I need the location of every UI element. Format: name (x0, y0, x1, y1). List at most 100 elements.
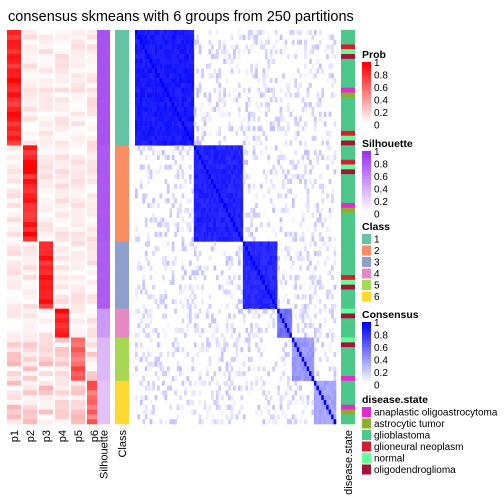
consensus-cell (210, 198, 214, 204)
prob-cell (7, 30, 21, 36)
consensus-cell (255, 63, 258, 69)
consensus-legend-tick: 0.2 (374, 368, 388, 379)
consensus-cell (311, 371, 315, 377)
consensus-cell (274, 116, 278, 122)
consensus-cell (286, 102, 290, 108)
prob-cell (87, 78, 101, 84)
consensus-cell (220, 150, 224, 156)
silhouette-cell (97, 87, 110, 93)
consensus-cell (291, 371, 295, 377)
consensus-cell (186, 207, 190, 213)
consensus-cell (142, 351, 146, 358)
consensus-cell (157, 97, 160, 103)
consensus-cell (147, 39, 151, 45)
consensus-cell (313, 385, 317, 391)
consensus-cell (306, 375, 310, 382)
consensus-cell (233, 399, 236, 406)
consensus-cell (223, 347, 226, 353)
consensus-cell (237, 251, 241, 257)
consensus-cell (154, 102, 158, 108)
class-cell (115, 217, 129, 223)
consensus-cell (215, 150, 219, 156)
prob-cell (55, 87, 69, 93)
consensus-cell (242, 270, 246, 276)
disease-legend-swatch (362, 430, 371, 440)
consensus-cell (210, 390, 214, 396)
consensus-cell (196, 323, 200, 329)
consensus-cell (289, 409, 293, 415)
consensus-cell (309, 299, 312, 305)
consensus-cell (179, 116, 182, 122)
disease-state-cell (341, 289, 355, 295)
consensus-cell (257, 106, 261, 112)
consensus-cell (181, 111, 185, 117)
consensus-cell (193, 294, 197, 300)
consensus-cell (328, 380, 332, 386)
prob-cell (55, 332, 69, 338)
consensus-cell (267, 39, 271, 45)
class-cell (115, 332, 129, 338)
consensus-cell (218, 356, 222, 362)
consensus-cell (301, 318, 305, 324)
consensus-cell (201, 150, 204, 156)
consensus-cell (328, 159, 332, 165)
consensus-cell (213, 241, 217, 247)
consensus-cell (267, 154, 271, 161)
consensus-cell (316, 58, 320, 64)
consensus-cell (309, 178, 312, 185)
consensus-cell (193, 106, 197, 112)
consensus-cell (323, 414, 327, 420)
consensus-cell (171, 270, 175, 276)
prob-cell (55, 39, 69, 45)
consensus-cell (313, 44, 317, 50)
consensus-cell (203, 169, 207, 175)
consensus-cell (286, 87, 290, 93)
consensus-cell (247, 227, 251, 233)
consensus-cell (184, 97, 187, 103)
consensus-cell (240, 193, 244, 199)
consensus-cell (313, 409, 317, 415)
prob-cell (39, 342, 53, 348)
prob-cell (71, 347, 85, 353)
consensus-cell (139, 380, 143, 386)
consensus-cell (174, 308, 177, 314)
consensus-cell (240, 188, 244, 194)
consensus-cell (193, 121, 197, 127)
consensus-cell (316, 390, 320, 396)
consensus-cell (166, 82, 170, 88)
consensus-cell (260, 303, 263, 309)
consensus-cell (313, 399, 317, 406)
consensus-cell (218, 169, 222, 175)
consensus-cell (269, 299, 273, 305)
consensus-cell (282, 116, 285, 122)
consensus-cell (176, 54, 180, 60)
consensus-cell (257, 260, 261, 266)
prob-cell (7, 399, 21, 406)
consensus-cell (206, 150, 209, 156)
prob-cell (39, 361, 53, 367)
consensus-cell (139, 73, 143, 79)
consensus-cell (159, 78, 163, 84)
consensus-cell (210, 178, 214, 185)
consensus-cell (301, 337, 305, 343)
consensus-cell (331, 207, 334, 213)
consensus-cell (311, 337, 315, 343)
consensus-cell (184, 385, 187, 391)
consensus-cell (218, 217, 222, 223)
consensus-cell (272, 270, 276, 276)
consensus-cell (198, 399, 202, 406)
consensus-cell (311, 63, 315, 69)
consensus-cell (260, 246, 263, 252)
consensus-cell (228, 63, 231, 69)
consensus-cell (142, 395, 146, 401)
consensus-cell (286, 419, 290, 425)
consensus-cell (149, 140, 153, 146)
consensus-cell (161, 279, 165, 285)
consensus-cell (159, 58, 163, 64)
consensus-cell (228, 202, 231, 209)
consensus-cell (188, 39, 192, 45)
consensus-cell (223, 174, 226, 180)
consensus-cell (252, 275, 256, 281)
consensus-cell (237, 284, 241, 290)
consensus-cell (215, 327, 219, 334)
